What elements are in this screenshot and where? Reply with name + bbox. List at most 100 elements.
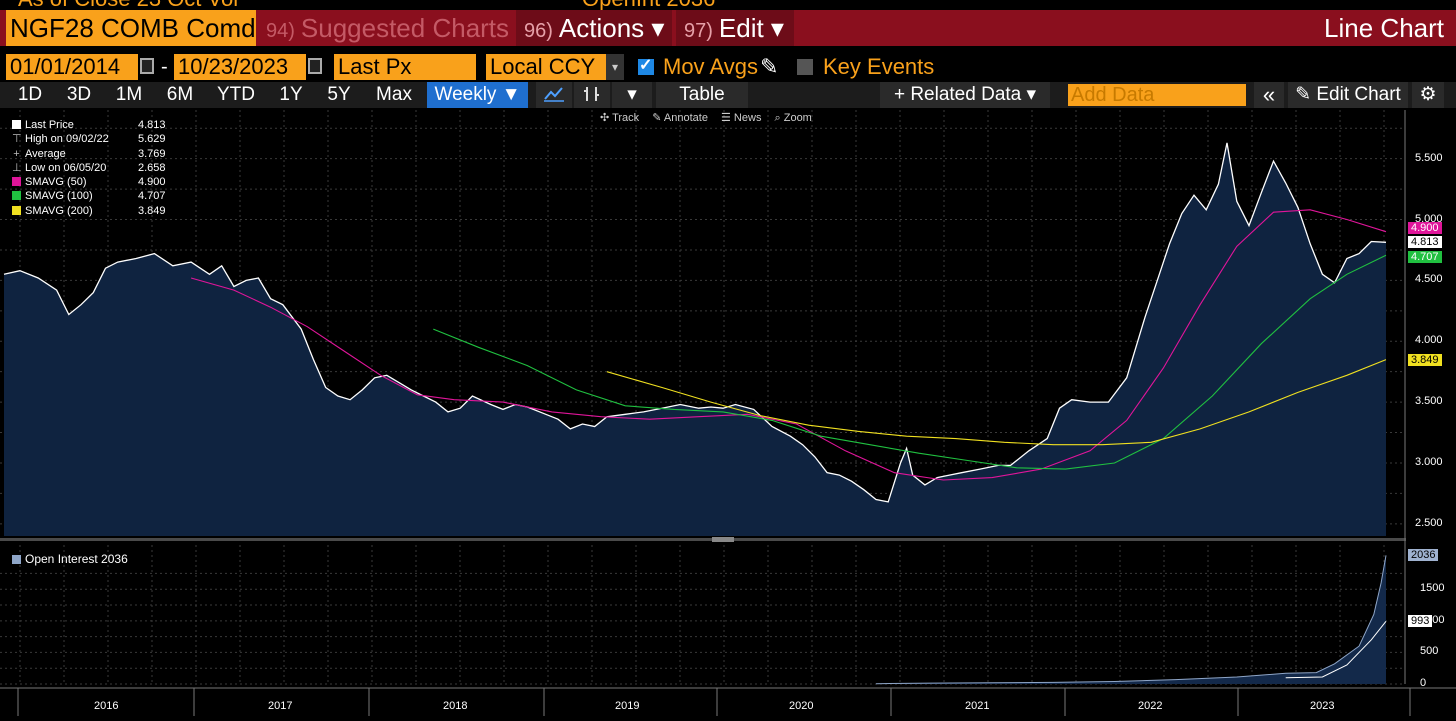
frequency-weekly-select[interactable]: Weekly ▼ bbox=[427, 82, 528, 108]
actions-menu[interactable]: 96) Actions ▾ bbox=[516, 10, 672, 46]
legend-label: Last Price bbox=[25, 119, 74, 131]
legend-label: Low on 06/05/20 bbox=[25, 161, 107, 174]
panel-separator bbox=[0, 538, 1406, 541]
legend-swatch bbox=[12, 205, 21, 215]
news-tool[interactable]: ☰ News bbox=[721, 112, 762, 124]
pencil-icon[interactable]: ✎ bbox=[760, 54, 779, 79]
legend-value: 3.769 bbox=[138, 147, 166, 160]
panel-resize-handle bbox=[712, 537, 734, 542]
mov-avgs-checkbox[interactable] bbox=[638, 55, 654, 75]
calendar-icon[interactable] bbox=[140, 58, 154, 74]
collapse-icon[interactable]: « bbox=[1254, 82, 1284, 108]
open-interest-legend-label: Open Interest 2036 bbox=[25, 552, 128, 566]
range-ytd[interactable]: YTD bbox=[217, 84, 255, 105]
chart-type-title: Line Chart bbox=[1324, 13, 1444, 43]
oi-axis-tick-label: 0 bbox=[1420, 677, 1427, 689]
sma50-line bbox=[190, 209, 1387, 481]
settings-gear-icon[interactable]: ⚙ bbox=[1412, 82, 1444, 108]
open-interest-area bbox=[876, 555, 1386, 684]
currency-select[interactable]: Local CCY bbox=[486, 54, 606, 80]
x-axis-year-label: 2021 bbox=[965, 700, 990, 712]
last-value-tag: 3.849 bbox=[1408, 353, 1442, 366]
x-axis-year-label: 2019 bbox=[615, 700, 640, 712]
price-legend: Last Price 4.813 ⊤ High on 09/02/22 5.629 + Av… bbox=[12, 118, 172, 218]
y-axis-tick-label: 4.500 bbox=[1415, 273, 1443, 286]
edit-menu[interactable]: 97) Edit ▾ bbox=[676, 10, 794, 46]
legend-value: 5.629 bbox=[138, 133, 166, 146]
suggested-charts-number: 94) bbox=[266, 20, 295, 42]
range-1y[interactable]: 1Y bbox=[279, 84, 303, 105]
x-axis-year-label: 2020 bbox=[789, 700, 814, 712]
line-chart-icon[interactable] bbox=[536, 82, 572, 108]
price-chart[interactable] bbox=[0, 110, 1456, 721]
legend-symbol: ⊤ bbox=[12, 133, 22, 146]
edit-chart-button[interactable]: ✎ Edit Chart bbox=[1288, 82, 1408, 108]
annotate-tool[interactable]: ✎ Annotate bbox=[652, 112, 708, 124]
suggested-charts-label: Suggested Charts bbox=[300, 13, 510, 43]
legend-symbol: ⊥ bbox=[12, 161, 22, 174]
ticker-field[interactable]: NGF28 COMB Comdty bbox=[6, 10, 256, 46]
legend-item: SMAVG (200) 3.849 bbox=[12, 204, 172, 218]
chart-tools: ✣ Track ✎ Annotate ☰ News ⌕ Zoom bbox=[600, 111, 822, 125]
range-5y[interactable]: 5Y bbox=[327, 84, 351, 105]
add-data-input[interactable]: Add Data bbox=[1068, 84, 1246, 106]
x-axis-year-label: 2018 bbox=[443, 700, 468, 712]
start-date-input[interactable]: 01/01/2014 bbox=[6, 54, 138, 80]
suggested-charts-button[interactable]: 94) Suggested Charts bbox=[258, 10, 513, 46]
x-axis-year-label: 2016 bbox=[94, 700, 119, 712]
legend-value: 2.658 bbox=[138, 161, 166, 174]
chart-style-dropdown-icon[interactable]: ▾ bbox=[612, 82, 652, 108]
key-events-checkbox[interactable] bbox=[797, 59, 813, 75]
x-axis-year-label: 2023 bbox=[1310, 700, 1335, 712]
currency-dropdown-icon[interactable]: ▾ bbox=[606, 54, 624, 80]
last-value-tag: 4.900 bbox=[1408, 221, 1442, 234]
candlestick-icon[interactable] bbox=[574, 82, 610, 108]
x-axis-year-label: 2017 bbox=[268, 700, 293, 712]
zoom-tool[interactable]: ⌕ Zoom bbox=[774, 112, 812, 124]
y-axis-tick-label: 4.000 bbox=[1415, 334, 1443, 347]
open-interest-swatch bbox=[12, 555, 21, 564]
legend-value: 4.900 bbox=[138, 176, 166, 189]
legend-value: 3.849 bbox=[138, 204, 166, 217]
range-3d[interactable]: 3D bbox=[66, 84, 92, 105]
legend-item: SMAVG (100) 4.707 bbox=[12, 189, 172, 203]
legend-label: High on 09/02/22 bbox=[25, 133, 109, 146]
oi-axis-tick-label: 500 bbox=[1420, 645, 1439, 658]
x-axis-year-label: 2022 bbox=[1138, 700, 1163, 712]
field-select[interactable]: Last Px bbox=[334, 54, 476, 80]
legend-swatch bbox=[12, 191, 21, 201]
oi-axis-tick-label: 1500 bbox=[1420, 582, 1445, 595]
actions-label: Actions ▾ bbox=[558, 13, 665, 43]
range-1d[interactable]: 1D bbox=[17, 84, 43, 105]
y-axis-tick-label: 3.000 bbox=[1415, 455, 1443, 468]
open-interest-legend: Open Interest 2036 bbox=[12, 552, 128, 566]
range-1m[interactable]: 1M bbox=[115, 84, 143, 105]
legend-swatch bbox=[12, 177, 21, 187]
edit-number: 97) bbox=[684, 20, 713, 42]
range-max[interactable]: Max bbox=[376, 84, 412, 105]
table-button[interactable]: Table bbox=[656, 82, 748, 108]
calendar-icon[interactable] bbox=[308, 58, 322, 74]
y-axis-tick-label: 3.500 bbox=[1415, 395, 1443, 408]
legend-label: SMAVG (50) bbox=[25, 176, 87, 189]
legend-value: 4.707 bbox=[138, 190, 166, 203]
actions-number: 96) bbox=[524, 20, 553, 42]
price-area bbox=[4, 142, 1386, 536]
date-separator: - bbox=[161, 56, 168, 78]
legend-item: Last Price 4.813 bbox=[12, 118, 172, 132]
mov-avgs-label: Mov Avgs bbox=[663, 54, 758, 79]
last-value-tag: 4.707 bbox=[1408, 251, 1442, 264]
oi-last-value-tag: 2036 bbox=[1408, 549, 1439, 562]
open-interest-secondary-line bbox=[1285, 620, 1387, 679]
track-tool[interactable]: ✣ Track bbox=[600, 112, 640, 124]
related-data-button[interactable]: + Related Data ▾ bbox=[880, 82, 1050, 108]
y-axis-tick-label: 5.500 bbox=[1415, 151, 1443, 164]
last-price-line bbox=[3, 142, 1387, 503]
range-6m[interactable]: 6M bbox=[166, 84, 194, 105]
sma100-line bbox=[433, 254, 1387, 470]
end-date-input[interactable]: 10/23/2023 bbox=[174, 54, 306, 80]
legend-item: ⊥ Low on 06/05/20 2.658 bbox=[12, 161, 172, 175]
legend-label: SMAVG (100) bbox=[25, 190, 93, 203]
